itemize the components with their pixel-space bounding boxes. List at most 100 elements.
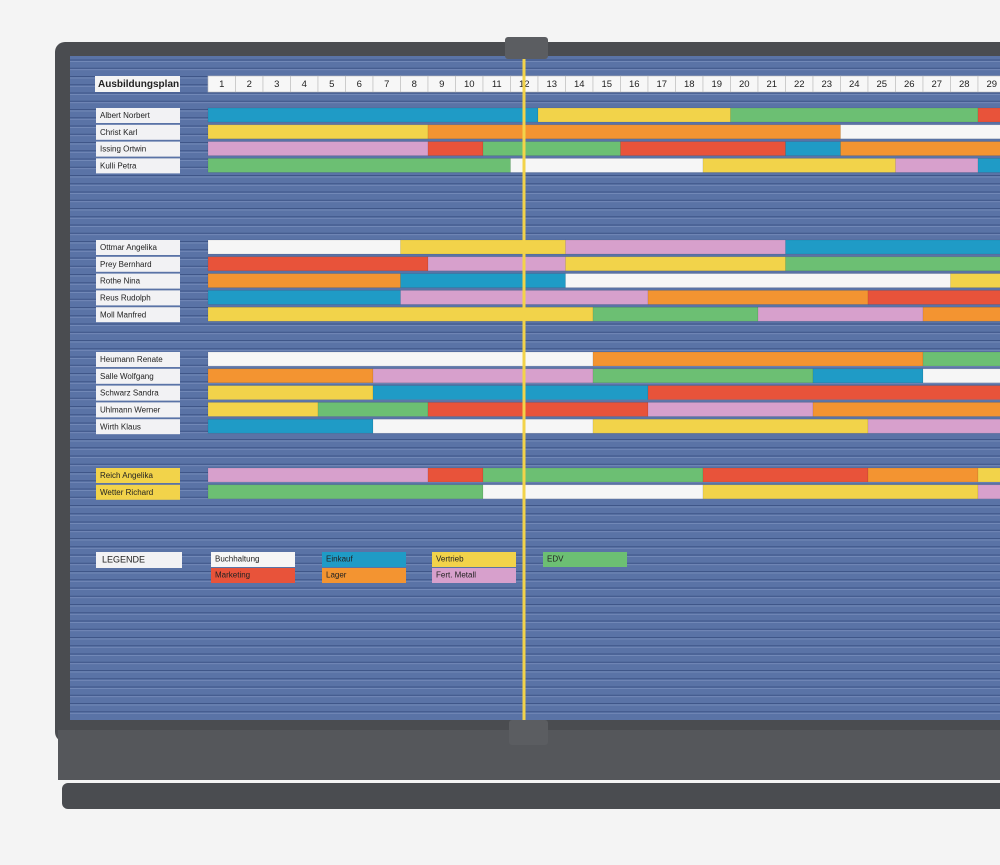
segment [207,418,374,434]
segment [427,467,484,483]
week-number: 23 [821,79,832,90]
week-number: 17 [656,79,667,90]
tray [62,783,1000,809]
legend-swatch [432,552,516,567]
segment [207,239,401,255]
week-number: 14 [574,79,585,90]
name: Ottmar Angelika [100,243,157,252]
segment [922,351,1000,367]
week-number: 28 [959,79,970,90]
name: Albert Norbert [100,111,151,120]
name-card [96,368,180,384]
content: Ausbildungsplan1234567891011121314151617… [95,75,1000,583]
segment [427,124,841,140]
week-number: 8 [412,79,417,90]
segment [867,290,1000,305]
segment [950,273,1000,288]
week-number: 24 [849,79,860,90]
segment [977,484,1000,500]
segment [812,368,924,384]
name: Salle Wolfgang [100,372,154,381]
name-card [96,124,180,140]
segment [785,256,1000,272]
name: Wetter Richard [100,488,153,497]
segment [427,141,484,156]
segment [565,239,786,255]
legend-label: Fert. Metall [436,571,476,580]
week-number: 16 [629,79,640,90]
legend-swatch [211,552,295,567]
legend-swatch [322,552,406,567]
segment [510,158,704,173]
name: Wirth Klaus [100,422,141,431]
segment [785,141,841,156]
name-card [96,419,180,435]
week-cell [977,75,1000,93]
name-card [96,273,180,289]
segment [207,351,594,367]
name: Prey Bernhard [100,260,152,269]
week-number: 6 [357,79,362,90]
legend-label: Vertrieb [436,555,464,564]
segment [592,306,759,322]
segment [207,467,429,483]
legend-title-card [96,552,182,568]
segment [207,368,374,384]
segment [922,306,1000,322]
title-card [95,76,180,92]
segment [647,402,814,417]
week-number: 20 [739,79,750,90]
name-card [96,307,180,323]
segment [867,467,979,483]
segment [730,107,979,123]
name-card [96,484,180,500]
week-number: 3 [274,79,279,90]
segment [620,141,786,156]
cord-clip-top [505,37,548,59]
week-number: 1 [219,79,224,90]
segment [207,124,429,140]
segment [840,141,1000,156]
segment [565,256,786,272]
segment [592,351,924,367]
segment [895,158,979,173]
legend-label: Lager [326,571,347,580]
segment [702,467,869,483]
week-number: 29 [986,79,997,90]
segment [757,306,924,322]
segment [482,141,621,156]
name-card [96,352,180,367]
segment [372,418,594,434]
week-number: 19 [711,79,722,90]
name-card [96,256,180,272]
name-card [96,240,180,255]
week-number: 2 [247,79,252,90]
title: Ausbildungsplan [98,79,179,90]
segment [427,402,649,417]
segment [207,385,374,400]
legend-label: Buchhaltung [215,555,259,564]
week-number: 27 [931,79,942,90]
name: Issing Ortwin [100,145,146,154]
segment [702,158,896,173]
segment [372,368,594,384]
legend-swatch [322,568,406,583]
name: Uhlmann Werner [100,406,161,415]
name-card [96,402,180,418]
name: Rothe Nina [100,277,141,286]
segment [647,385,1000,400]
segment [592,368,814,384]
legend-label: EDV [547,555,564,564]
name-card [96,108,180,123]
legend-swatch [432,568,516,583]
segment [207,306,594,322]
name: Christ Karl [100,128,138,137]
segment [207,141,429,156]
segment [922,368,1000,384]
name: Reich Angelika [100,471,153,480]
segment [207,256,429,272]
segment [400,239,566,255]
name: Kulli Petra [100,162,137,171]
week-number: 22 [794,79,805,90]
